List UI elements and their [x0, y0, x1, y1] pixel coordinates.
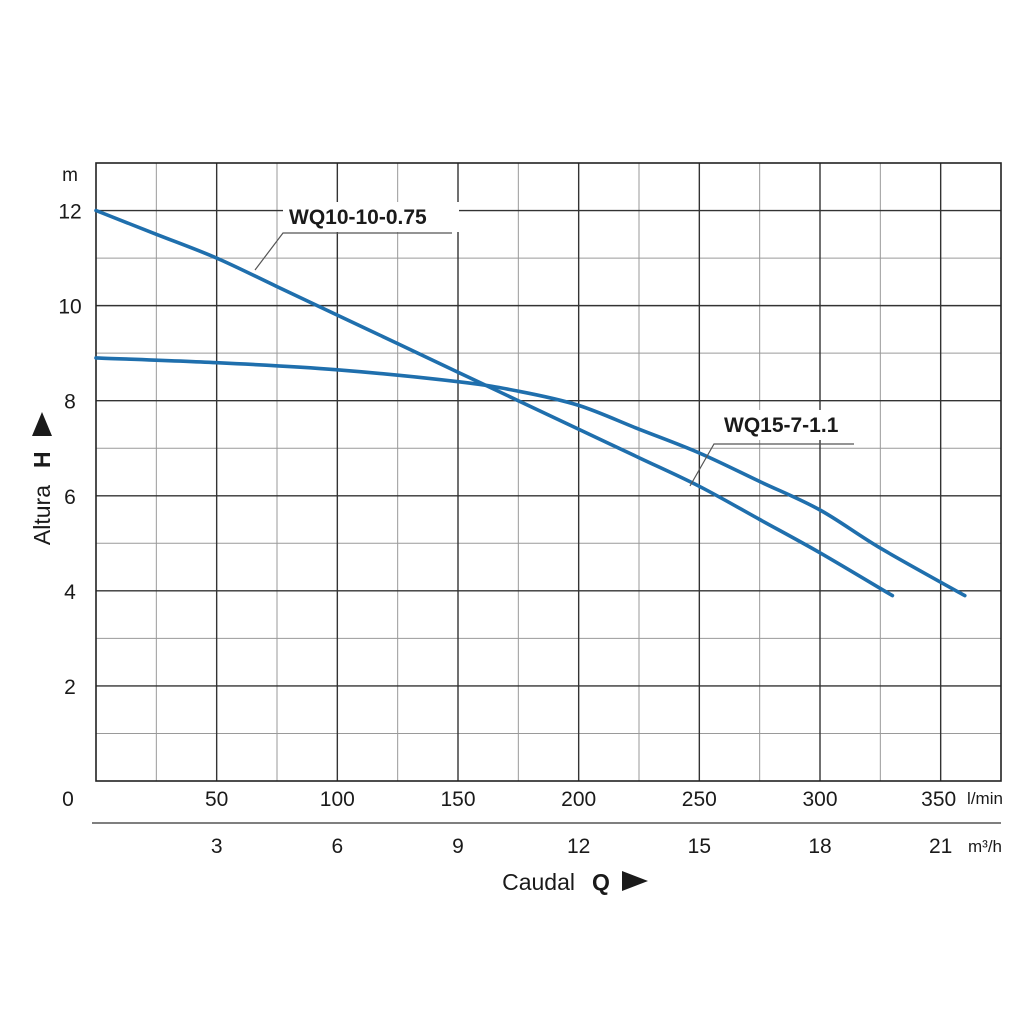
- series-line-1: [94, 208, 895, 598]
- y-axis-arrow-icon: [32, 412, 52, 436]
- series-label-bg: [718, 410, 859, 440]
- grid-major: [96, 163, 1001, 781]
- series-label-bg: [283, 202, 459, 232]
- x2-tick-label: 21: [929, 835, 952, 858]
- axes: [92, 162, 1002, 824]
- y-tick-label: 8: [64, 391, 76, 414]
- x-unit-primary: l/min: [967, 789, 1003, 808]
- y-tick-label: 2: [64, 676, 76, 699]
- x-tick-label: 300: [802, 788, 837, 811]
- x-tick-label: 150: [440, 788, 475, 811]
- y-axis-label: Altura: [29, 485, 55, 545]
- x-axis-label: Caudal: [502, 869, 575, 895]
- y-tick-label: 12: [58, 201, 81, 224]
- x-tick-label: 200: [561, 788, 596, 811]
- grid-minor: [96, 163, 1001, 781]
- x-tick-label: 50: [205, 788, 228, 811]
- x2-tick-label: 9: [452, 835, 464, 858]
- x2-tick-label: 3: [211, 835, 223, 858]
- x-axis-arrow-icon: [622, 871, 648, 891]
- x-tick-label: 250: [682, 788, 717, 811]
- plot-frame: [95, 162, 1002, 782]
- x-unit-secondary: m³/h: [968, 837, 1002, 856]
- y-tick-label: 10: [58, 296, 81, 319]
- x2-tick-label: 12: [567, 835, 590, 858]
- x-tick-label: 350: [921, 788, 956, 811]
- y-axis-title: Altura H: [29, 412, 55, 545]
- x-tick-label: 100: [320, 788, 355, 811]
- y-tick-label: 6: [64, 486, 76, 509]
- series-label: WQ15-7-1.1: [724, 414, 839, 437]
- origin-label: 0: [62, 788, 74, 811]
- x2-tick-label: 6: [331, 835, 343, 858]
- series-leader-line: [689, 443, 854, 487]
- x2-tick-label: 15: [688, 835, 711, 858]
- x-axis-symbol: Q: [592, 869, 610, 895]
- y-tick-label: 4: [64, 581, 76, 604]
- series-group: [94, 208, 967, 598]
- series-leader-line: [254, 232, 452, 271]
- x-axis-title: Caudal Q: [502, 869, 648, 895]
- y-unit-label: m: [62, 165, 78, 186]
- series-line-2: [94, 356, 967, 598]
- series-label: WQ10-10-0.75: [289, 206, 427, 229]
- x2-tick-label: 18: [808, 835, 831, 858]
- series-annotations: WQ10-10-0.75 WQ15-7-1.1: [254, 202, 859, 487]
- y-axis-symbol: H: [29, 451, 55, 468]
